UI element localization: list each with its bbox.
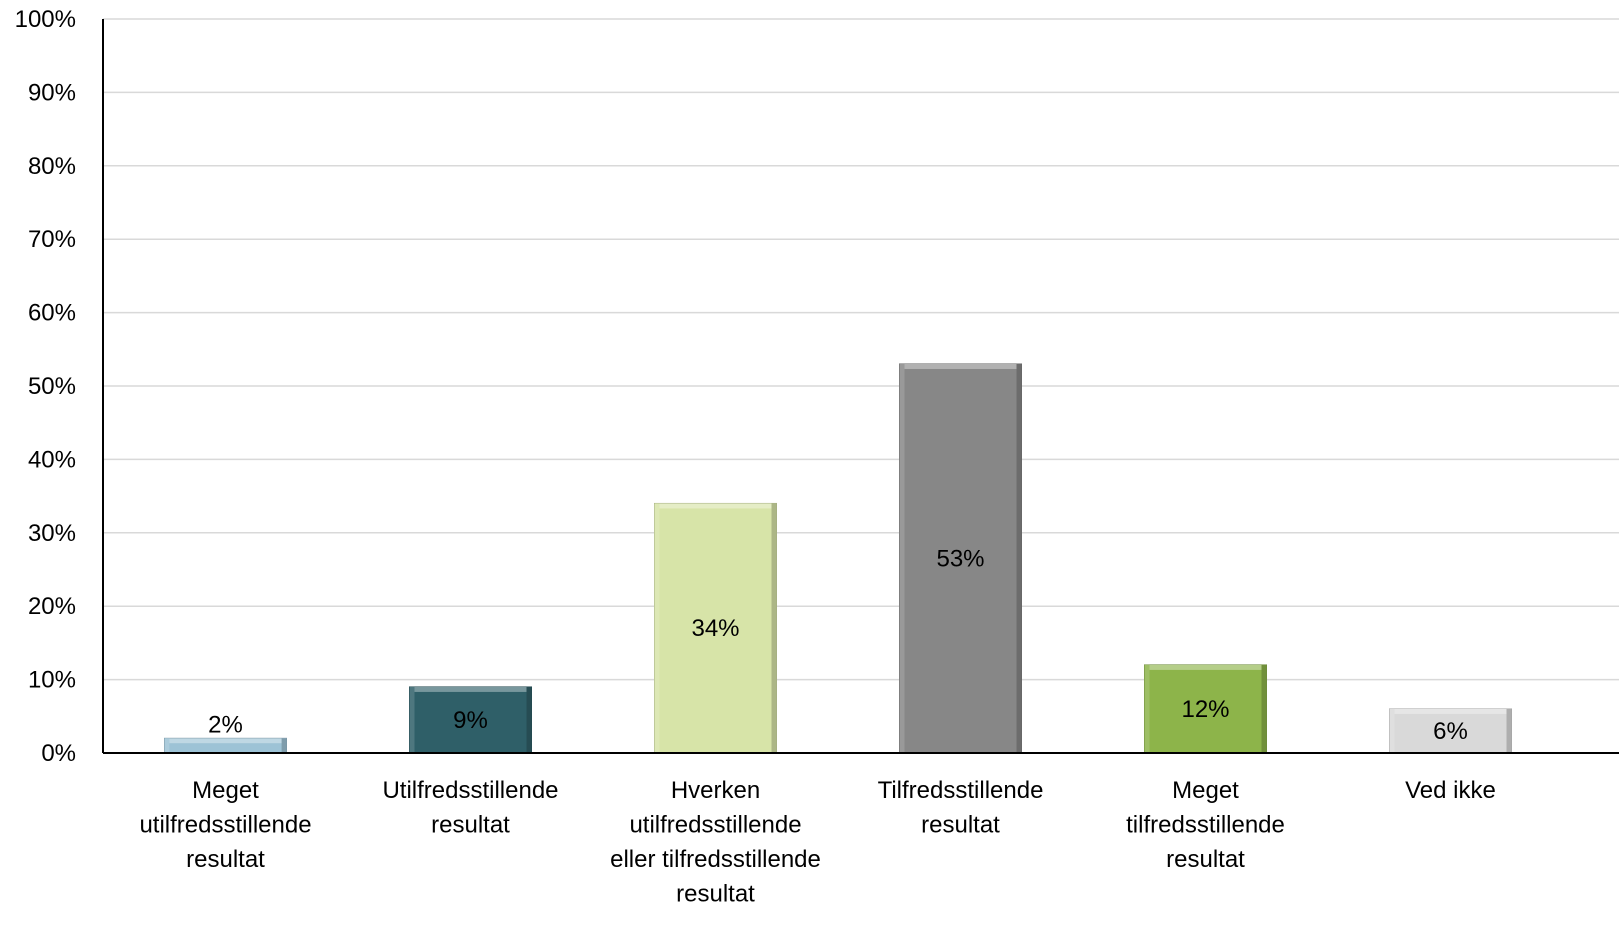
y-tick-label: 70% — [28, 226, 76, 253]
y-tick-label: 20% — [28, 593, 76, 620]
data-label: 9% — [453, 707, 488, 734]
bar-bevel — [281, 738, 287, 753]
bar-bevel — [409, 686, 532, 692]
category-label: Tilfredsstillende resultat — [878, 777, 1044, 839]
y-tick-label: 50% — [28, 373, 76, 400]
data-label: 12% — [1181, 696, 1229, 723]
bar-bevel — [899, 363, 905, 753]
category-label: Meget utilfredsstillende resultat — [139, 777, 311, 873]
bar-bevel — [771, 503, 777, 753]
x-axis-category-labels: Meget utilfredsstillende resultat Utilfreds… — [139, 777, 1495, 908]
bar — [654, 502, 777, 754]
bar-bevel — [654, 503, 660, 753]
category-label: Meget tilfredsstillende resultat — [1126, 777, 1285, 873]
bar-bevel — [164, 738, 170, 753]
y-tick-label: 10% — [28, 667, 76, 694]
bar-body — [899, 363, 1022, 754]
bars — [164, 363, 1512, 754]
bar-bevel — [1016, 363, 1022, 753]
category-label: Hverken utilfredsstillende eller tilfredss… — [610, 777, 821, 908]
y-axis-tick-labels: 0% 10% 20% 30% 40% 50% 60% 70% 80% 90% 100% — [15, 6, 76, 767]
category-label: Ved ikke — [1405, 777, 1496, 804]
bar-body — [409, 686, 532, 754]
bar-bevel — [1389, 708, 1512, 714]
bar-body — [1144, 664, 1267, 754]
bar-bevel — [1144, 664, 1267, 670]
data-label: 6% — [1433, 718, 1468, 745]
gridlines — [103, 18, 1619, 681]
y-tick-label: 100% — [15, 6, 76, 33]
y-tick-label: 0% — [41, 740, 76, 767]
bar-bevel — [1506, 708, 1512, 753]
bar-bevel — [1389, 708, 1395, 753]
data-labels: 2% 9% 34% 53% 12% 6% — [208, 545, 1468, 744]
bar-bevel — [526, 686, 532, 753]
bar-bevel — [409, 686, 415, 753]
bar-bevel — [164, 738, 287, 744]
data-label: 2% — [208, 711, 243, 738]
bar-bevel — [899, 363, 1022, 369]
y-tick-label: 40% — [28, 446, 76, 473]
bar — [1144, 664, 1267, 754]
bar-bevel — [1261, 664, 1267, 753]
bar — [164, 737, 287, 754]
bar-bevel — [654, 503, 777, 509]
bar — [409, 686, 532, 754]
y-tick-label: 90% — [28, 79, 76, 106]
y-tick-label: 80% — [28, 153, 76, 180]
y-tick-label: 60% — [28, 300, 76, 327]
data-label: 34% — [691, 615, 739, 642]
category-label: Utilfredsstillende resultat — [382, 777, 558, 839]
bar-bevel — [1144, 664, 1150, 753]
bar — [1389, 708, 1512, 754]
data-label: 53% — [936, 545, 984, 572]
bar — [899, 363, 1022, 754]
y-tick-label: 30% — [28, 520, 76, 547]
